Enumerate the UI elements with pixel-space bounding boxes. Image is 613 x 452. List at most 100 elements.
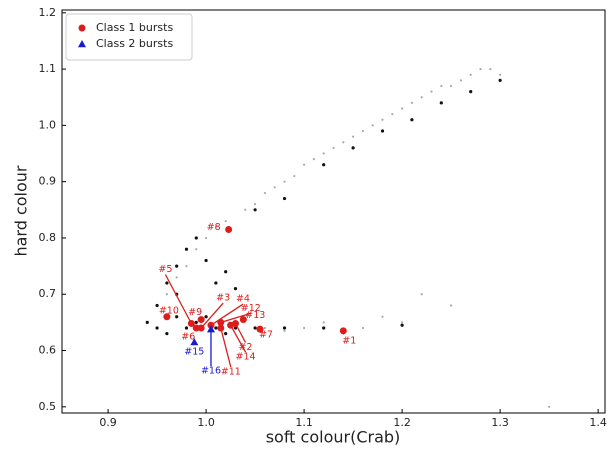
scatter-point <box>450 84 453 88</box>
x-axis-label: soft colour(Crab) <box>266 428 401 447</box>
scatter-point <box>165 281 169 285</box>
y-tick-label: 0.9 <box>39 175 57 188</box>
y-tick-label: 1.0 <box>39 118 57 131</box>
scatter-point <box>224 219 227 223</box>
burst-marker <box>225 226 233 234</box>
scatter-point <box>498 78 502 82</box>
scatter-point <box>253 203 257 206</box>
scatter-point <box>224 332 228 336</box>
scatter-point <box>479 67 482 71</box>
legend-box <box>65 13 193 61</box>
scatter-point <box>391 113 394 116</box>
scatter-point <box>244 208 247 211</box>
burst-label: #1 <box>342 335 356 346</box>
scatter-point <box>312 158 315 161</box>
scatter-point <box>401 321 404 324</box>
scatter-point <box>342 141 345 144</box>
scatter-point <box>283 329 286 332</box>
scatter-point <box>214 281 218 285</box>
scatter-point <box>233 326 238 330</box>
scatter-point <box>263 191 266 195</box>
scatter-point <box>351 146 355 150</box>
scatter-point <box>332 146 335 149</box>
scatter-point <box>273 186 276 189</box>
burst-marker <box>163 313 171 321</box>
scatter-point <box>420 293 423 296</box>
burst-label: #13 <box>245 310 265 321</box>
scatter-point <box>440 84 443 88</box>
scatter-point <box>400 323 404 327</box>
scatter-point <box>155 326 159 330</box>
scatter-point <box>204 315 208 319</box>
scatter-point <box>204 236 208 240</box>
scatter-point <box>322 326 326 330</box>
scatter-point <box>175 264 179 268</box>
scatter-point <box>165 293 168 296</box>
y-tick-label: 1.2 <box>39 6 57 19</box>
scatter-point <box>548 405 551 408</box>
scatter-point <box>322 152 325 155</box>
legend-marker <box>78 24 86 32</box>
burst-label: #9 <box>188 307 202 318</box>
burst-label: #14 <box>236 352 256 363</box>
scatter-point <box>145 320 149 324</box>
annotation-line <box>200 302 224 329</box>
x-tick-label: 1.4 <box>589 416 607 429</box>
y-tick-label: 0.5 <box>39 400 57 413</box>
scatter-point <box>263 326 266 330</box>
scatter-point <box>489 67 492 71</box>
burst-marker <box>239 316 247 324</box>
scatter-point <box>282 196 287 201</box>
scatter-point <box>175 276 178 279</box>
scatter-point <box>322 321 325 324</box>
scatter-point <box>361 129 365 133</box>
burst-label: #11 <box>221 367 241 378</box>
burst-marker <box>206 325 215 333</box>
x-tick-label: 1.1 <box>295 416 313 429</box>
scatter-point <box>175 315 179 319</box>
annotation-line <box>220 312 251 324</box>
scatter-point <box>381 315 384 318</box>
annotation-line <box>164 274 192 324</box>
x-tick-label: 1.3 <box>491 416 509 429</box>
burst-label: #8 <box>207 222 221 233</box>
scatter-point <box>195 248 198 251</box>
scatter-point <box>194 320 198 324</box>
annotation-line <box>234 323 247 343</box>
scatter-point <box>380 129 385 133</box>
y-tick-label: 1.1 <box>39 62 57 75</box>
burst-label: #5 <box>158 264 172 275</box>
burst-label: #15 <box>184 347 204 358</box>
burst-label: #12 <box>241 303 261 314</box>
scatter-point <box>302 163 306 166</box>
burst-marker <box>190 338 199 346</box>
scatter-point <box>401 107 404 110</box>
burst-marker <box>197 316 205 324</box>
annotation-line <box>220 327 232 368</box>
scatter-point <box>185 264 188 268</box>
legend-label: Class 1 bursts <box>96 21 173 34</box>
y-tick-label: 0.8 <box>39 231 57 244</box>
scatter-point <box>282 326 287 330</box>
x-tick-label: 1.2 <box>393 416 411 429</box>
scatter-point <box>430 90 433 93</box>
scatter-point <box>165 332 169 336</box>
y-tick-label: 0.6 <box>39 344 57 357</box>
annotation-line <box>210 303 244 326</box>
scatter-point <box>253 208 257 212</box>
scatter-point <box>410 101 414 104</box>
scatter-point <box>469 73 472 76</box>
scatter-point <box>459 79 463 82</box>
y-tick-label: 0.7 <box>39 287 57 300</box>
burst-label: #4 <box>236 294 250 305</box>
scatter-point <box>302 326 306 330</box>
scatter-point <box>155 303 159 308</box>
burst-label: #3 <box>216 293 230 304</box>
scatter-point <box>450 304 453 307</box>
scatter-point <box>204 258 208 263</box>
scatter-point <box>371 124 374 127</box>
legend-marker <box>78 40 86 48</box>
burst-marker <box>192 324 200 332</box>
scatter-point <box>214 225 217 228</box>
